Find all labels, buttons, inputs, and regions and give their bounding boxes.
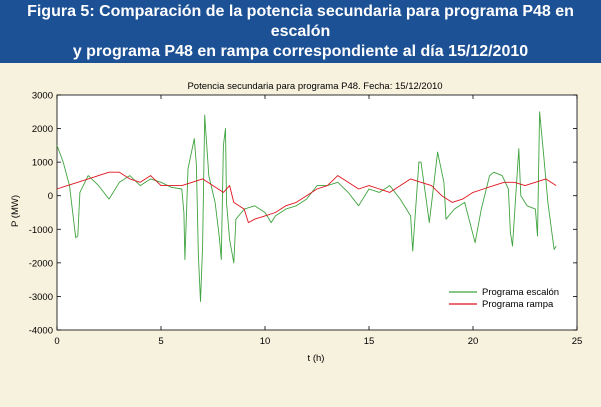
y-axis-label: P (MW): [10, 195, 21, 227]
series-line-programa-escalon: [56, 111, 557, 302]
x-tick-label: 5: [158, 336, 163, 347]
figure-caption: Figura 5: Comparación de la potencia sec…: [21, 2, 581, 62]
y-tick-label: -3000: [29, 292, 53, 303]
legend-box: [445, 286, 569, 314]
y-tick-label: 3000: [32, 91, 53, 102]
y-tick-label: 0: [48, 191, 53, 202]
figure-caption-line-1: Figura 5: Comparación de la potencia sec…: [27, 2, 574, 40]
figure-caption-banner: Figura 5: Comparación de la potencia sec…: [0, 0, 601, 63]
legend-label: Programa rampa: [482, 299, 554, 310]
x-tick-label: 15: [364, 336, 375, 347]
y-tick-label: -4000: [29, 326, 53, 337]
series-line-programa-rampa: [56, 171, 557, 224]
x-tick-label: 25: [572, 336, 583, 347]
x-tick-label: 0: [54, 336, 59, 347]
y-tick-label: 2000: [32, 124, 53, 135]
x-tick-label: 10: [260, 336, 271, 347]
y-tick-label: -1000: [29, 225, 53, 236]
y-tick-label: 1000: [32, 158, 53, 169]
figure-caption-line-2: y programa P48 en rampa correspondiente …: [72, 42, 529, 60]
chart-title: Potencia secundaria para programa P48. F…: [187, 81, 442, 92]
y-tick-label: -2000: [29, 258, 53, 269]
x-tick-label: 20: [468, 336, 479, 347]
x-axis-label: t (h): [308, 353, 325, 364]
legend-label: Programa escalón: [482, 287, 559, 298]
line-chart: Potencia secundaria para programa P48. F…: [10, 81, 583, 364]
